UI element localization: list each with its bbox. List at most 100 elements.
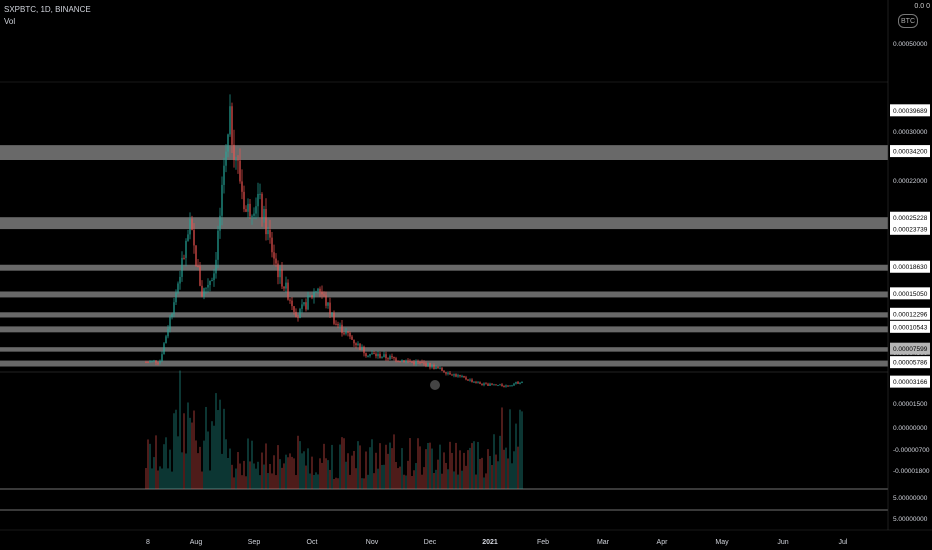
candle-body bbox=[449, 372, 451, 375]
volume-bar bbox=[169, 449, 171, 489]
level-label-box bbox=[890, 375, 930, 388]
symbol-title: SXPBTC, 1D, BINANCE bbox=[4, 5, 91, 14]
candle-body bbox=[511, 385, 513, 387]
candle-body bbox=[311, 295, 313, 298]
volume-bar bbox=[497, 461, 499, 489]
volume-bar bbox=[159, 466, 161, 489]
volume-bar bbox=[301, 453, 303, 489]
level-label: 0.00018630 bbox=[893, 264, 928, 271]
level-label-box bbox=[890, 287, 930, 300]
candle-body bbox=[307, 295, 309, 310]
time-axis-tick: Sep bbox=[248, 539, 261, 546]
sr-zone-3 bbox=[0, 291, 888, 298]
volume-axis-tick: 5.00000000 bbox=[893, 495, 928, 502]
volume-bar bbox=[455, 442, 457, 489]
volume-bar bbox=[375, 452, 377, 489]
candle-body bbox=[231, 106, 233, 145]
volume-bar bbox=[275, 475, 277, 489]
volume-bar bbox=[395, 461, 397, 489]
tradingview-logo-icon bbox=[430, 380, 440, 390]
volume-bar bbox=[247, 438, 249, 489]
volume-bar bbox=[265, 443, 267, 489]
candle-body bbox=[427, 363, 429, 367]
volume-bar bbox=[399, 466, 401, 489]
volume-bar bbox=[475, 474, 477, 489]
volume-bar bbox=[179, 370, 181, 489]
volume-bar bbox=[379, 443, 381, 489]
volume-bar bbox=[321, 462, 323, 489]
candle-body bbox=[419, 362, 421, 364]
volume-bar bbox=[209, 470, 211, 489]
candle-body bbox=[371, 353, 373, 355]
volume-bar bbox=[173, 413, 175, 489]
candle-body bbox=[391, 356, 393, 358]
candle-body bbox=[471, 379, 473, 382]
candle-body bbox=[165, 336, 167, 344]
volume-bar bbox=[299, 441, 301, 489]
volume-bar bbox=[437, 459, 439, 489]
candle-body bbox=[415, 361, 417, 365]
time-axis-tick: May bbox=[715, 539, 729, 546]
volume-bar bbox=[305, 465, 307, 489]
candle-body bbox=[299, 308, 301, 319]
volume-bar bbox=[177, 436, 179, 489]
volume-bar bbox=[425, 449, 427, 489]
candle-body bbox=[455, 374, 457, 377]
time-axis-tick: Jun bbox=[777, 539, 788, 546]
volume-bar bbox=[433, 472, 435, 489]
volume-bar bbox=[469, 447, 471, 489]
volume-bar bbox=[503, 449, 505, 489]
candle-body bbox=[195, 245, 197, 267]
candle-body bbox=[271, 237, 273, 253]
candle-body bbox=[429, 363, 431, 368]
volume-bar bbox=[461, 470, 463, 489]
currency-badge[interactable]: BTC bbox=[898, 14, 918, 28]
price-axis-tick: 0.00001500 bbox=[893, 401, 928, 408]
volume-bar bbox=[403, 474, 405, 489]
level-label-box bbox=[890, 342, 930, 355]
time-axis-tick: Oct bbox=[307, 539, 318, 546]
volume-bar bbox=[313, 474, 315, 489]
candle-body bbox=[463, 375, 465, 378]
candle-body bbox=[229, 106, 231, 135]
volume-bar bbox=[227, 457, 229, 489]
volume-bar bbox=[417, 438, 419, 489]
candle-body bbox=[349, 332, 351, 337]
volume-bar bbox=[233, 477, 235, 489]
candle-body bbox=[439, 367, 441, 369]
volume-bar bbox=[397, 468, 399, 489]
candle-body bbox=[207, 284, 209, 288]
candle-body bbox=[181, 257, 183, 277]
volume-bar bbox=[205, 406, 207, 489]
volume-bar bbox=[341, 437, 343, 489]
volume-bar bbox=[515, 423, 517, 489]
volume-bar bbox=[367, 474, 369, 489]
candle-body bbox=[437, 366, 439, 369]
volume-bar bbox=[465, 465, 467, 489]
price-scale-corner: 0.0 0 bbox=[914, 3, 930, 10]
volume-bar bbox=[453, 471, 455, 489]
candle-body bbox=[337, 323, 339, 326]
candle-body bbox=[209, 280, 211, 285]
volume-bar bbox=[463, 452, 465, 489]
candle-body bbox=[411, 361, 413, 363]
candle-body bbox=[413, 361, 415, 365]
volume-bar bbox=[445, 462, 447, 489]
candle-body bbox=[189, 218, 191, 235]
candle-body bbox=[265, 209, 267, 235]
volume-bar bbox=[283, 463, 285, 489]
volume-bar bbox=[311, 456, 313, 489]
volume-bar bbox=[337, 478, 339, 489]
volume-bar bbox=[473, 441, 475, 489]
volume-bar bbox=[361, 478, 363, 489]
volume-bar bbox=[293, 458, 295, 489]
candle-body bbox=[397, 361, 399, 363]
candle-body bbox=[275, 258, 277, 264]
candle-body bbox=[477, 382, 479, 384]
candle-body bbox=[259, 193, 261, 195]
candle-body bbox=[375, 353, 377, 357]
candle-body bbox=[283, 286, 285, 289]
candle-body bbox=[277, 263, 279, 278]
